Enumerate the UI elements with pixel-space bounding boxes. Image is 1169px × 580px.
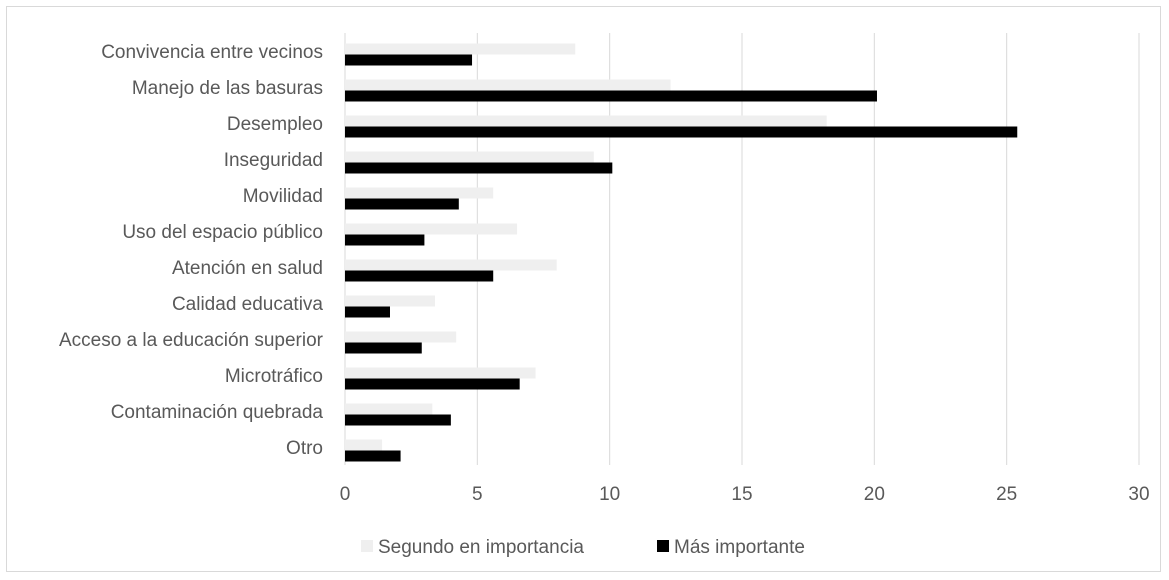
category-label: Desempleo [227,114,323,135]
bar-mas-importante [345,90,877,102]
bar-mas-importante [345,450,401,462]
bar-mas-importante [345,342,422,354]
x-tick-label: 5 [472,484,483,505]
x-tick-label: 25 [996,484,1017,505]
bar-segundo [345,439,383,451]
bar-segundo [345,115,827,127]
bar-segundo [345,223,518,235]
bar-segundo [345,43,576,55]
x-tick-label: 15 [731,484,752,505]
x-tick-label: 0 [340,484,351,505]
x-tick-label: 10 [599,484,620,505]
category-label: Atención en salud [172,258,323,279]
bar-mas-importante [345,54,473,66]
bar-mas-importante [345,198,459,210]
bar-segundo [345,295,435,307]
bar-segundo [345,331,457,343]
bar-segundo [345,259,557,271]
legend-label: Más importante [674,537,805,558]
legend-swatch-segundo [361,540,373,552]
category-label: Calidad educativa [172,294,323,315]
bar-segundo [345,79,671,91]
bar-mas-importante [345,126,1018,138]
category-label: Convivencia entre vecinos [101,42,323,63]
category-label: Acceso a la educación superior [59,330,324,351]
legend: Segundo en importancia Más importante [361,537,805,558]
bar-mas-importante [345,378,520,390]
category-label: Contaminación quebrada [111,402,324,423]
x-tick-labels: 0 5 10 15 20 25 30 [340,484,1150,505]
bar-segundo [345,403,433,415]
bar-mas-importante [345,414,451,426]
category-label: Manejo de las basuras [132,78,323,99]
bar-mas-importante [345,270,494,282]
bars [345,43,1018,462]
category-labels: Convivencia entre vecinos Manejo de las b… [59,42,324,459]
legend-swatch-mas-importante [657,540,669,552]
bar-mas-importante [345,162,613,174]
category-label: Uso del espacio público [122,222,323,243]
category-label: Inseguridad [224,150,323,171]
bar-mas-importante [345,306,390,318]
x-tick-label: 20 [864,484,885,505]
category-label: Otro [286,438,323,459]
category-label: Microtráfico [225,366,323,387]
bar-segundo [345,367,536,379]
grid-lines [344,33,1140,465]
legend-label: Segundo en importancia [378,537,584,558]
bar-segundo [345,187,494,199]
bar-segundo [345,151,594,163]
category-label: Movilidad [243,186,323,207]
bar-mas-importante [345,234,425,246]
x-tick-label: 30 [1128,484,1149,505]
